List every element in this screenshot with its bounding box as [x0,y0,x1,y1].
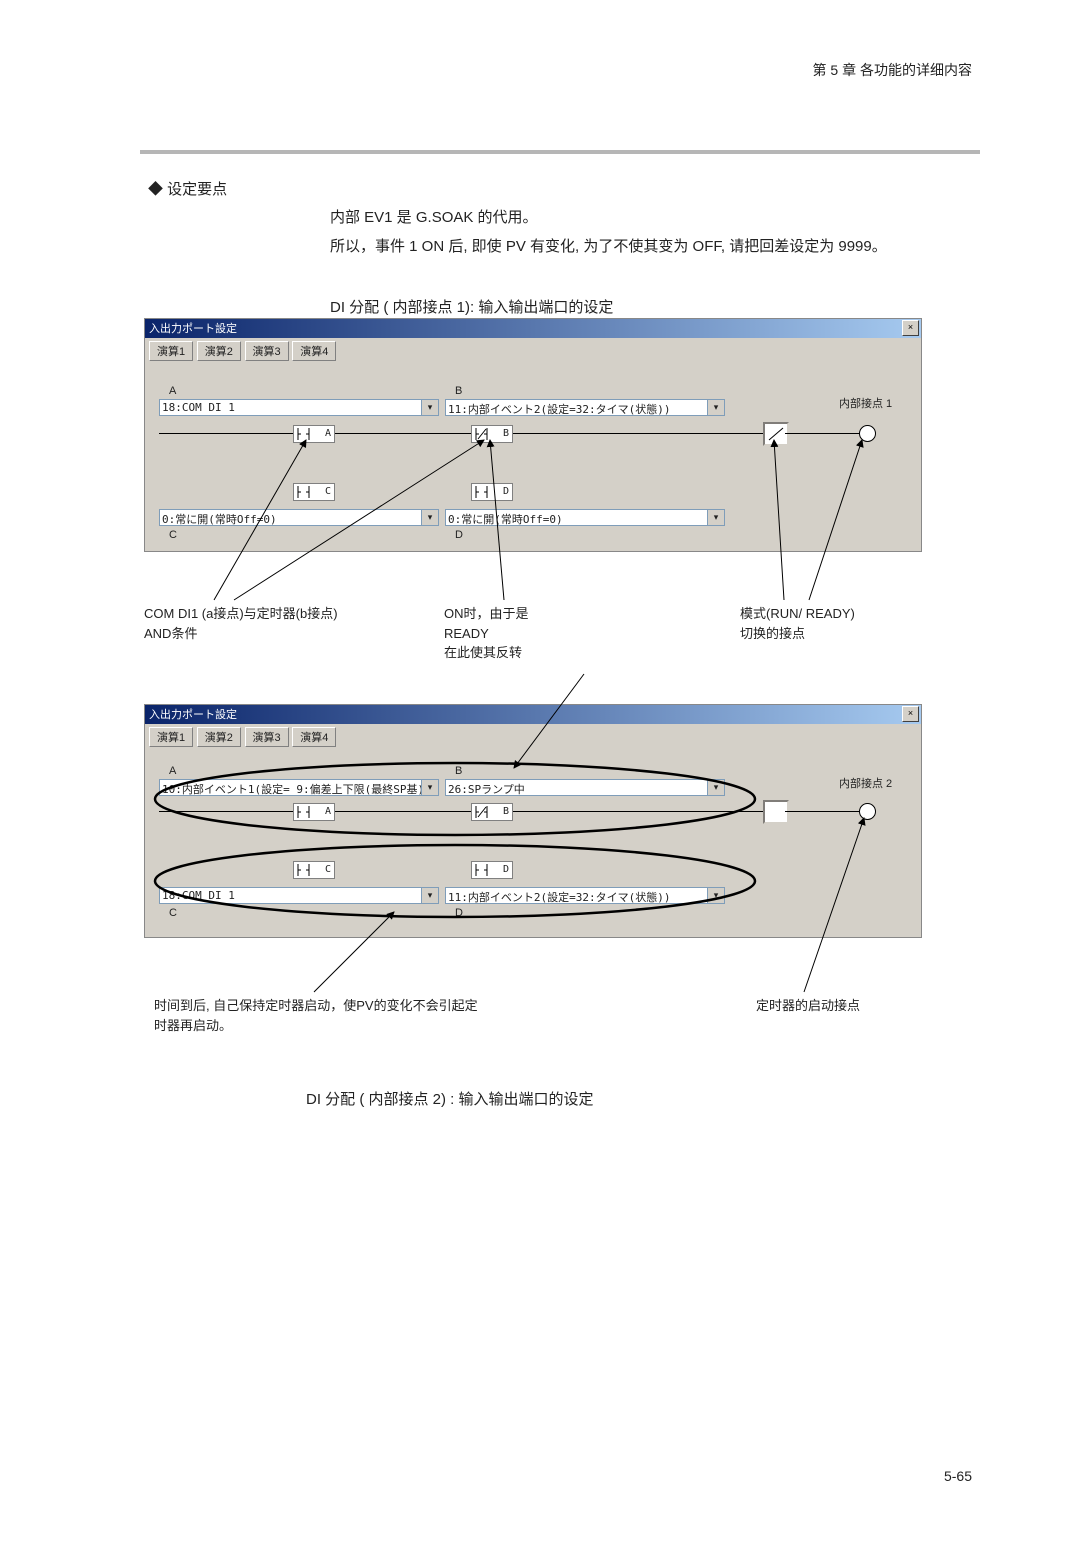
label-a: A [169,385,176,397]
label-c2: C [169,907,177,919]
combo-d2-text: 11:内部イベント2(設定=32:タイマ(状態)) [448,889,670,905]
contact-a2[interactable]: A [293,803,335,821]
window-title: 入出力ポート設定 [149,323,237,335]
label-d: D [455,529,463,541]
combo-d[interactable]: 0:常に開(常時Off=0) ▾ [445,509,725,526]
annotation-a2: ON时，由于是 READY 在此使其反转 [444,604,529,663]
output-label-1: 内部接点 1 [839,395,892,411]
chevron-down-icon[interactable]: ▾ [421,888,438,903]
tab-2[interactable]: 演算2 [197,341,241,361]
window-title-2: 入出力ポート設定 [149,709,237,721]
combo-b[interactable]: 11:内部イベント2(設定=32:タイマ(状態)) ▾ [445,399,725,416]
combo-c2-text: 18:COM DI 1 [162,889,235,902]
close-icon[interactable]: × [902,320,919,336]
close-icon[interactable]: × [902,706,919,722]
contact-d[interactable]: D [471,483,513,501]
section-bullet: 设定要点 [148,178,227,199]
dialog-2: 入出力ポート設定 × 演算1 演算2 演算3 演算4 A B 10:内部イベント… [144,704,922,938]
tab-row: 演算1 演算2 演算3 演算4 [145,338,921,361]
chevron-down-icon[interactable]: ▾ [707,400,724,415]
combo-a2[interactable]: 10:内部イベント1(設定= 9:偏差上下限(最終SP基) ▾ [159,779,439,796]
coil-output-1 [859,425,876,442]
tab-1[interactable]: 演算1 [149,341,193,361]
combo-b-text: 11:内部イベント2(設定=32:タイマ(状態)) [448,401,670,417]
output-label-2: 内部接点 2 [839,775,892,791]
titlebar-2: 入出力ポート設定 × [145,705,921,724]
contact-d2[interactable]: D [471,861,513,879]
tab-2[interactable]: 演算2 [197,727,241,747]
annotation-b2: 定时器的启动接点 [756,996,860,1016]
page-header: 第 5 章 各功能的详细内容 [813,60,972,80]
caption-2: DI 分配 ( 内部接点 2) : 输入输出端口的设定 [306,1086,972,1115]
chevron-down-icon[interactable]: ▾ [707,888,724,903]
combo-c-text: 0:常に開(常時Off=0) [162,511,277,527]
label-c: C [169,529,177,541]
chevron-down-icon[interactable]: ▾ [421,510,438,525]
tab-1[interactable]: 演算1 [149,727,193,747]
label-d2: D [455,907,463,919]
contact-c[interactable]: C [293,483,335,501]
chevron-down-icon[interactable]: ▾ [707,510,724,525]
contact-a[interactable]: A [293,425,335,443]
annotation-a1: COM DI1 (a接点)与定时器(b接点) AND条件 [144,604,338,643]
coil-output-2 [859,803,876,820]
titlebar-1: 入出力ポート設定 × [145,319,921,338]
chevron-down-icon[interactable]: ▾ [421,780,438,795]
inverter-node[interactable] [763,422,789,446]
tab-4[interactable]: 演算4 [292,727,336,747]
label-b: B [455,385,462,397]
combo-b2-text: 26:SPランプ中 [448,781,525,797]
node-2[interactable] [763,800,789,824]
combo-c2[interactable]: 18:COM DI 1 ▾ [159,887,439,904]
combo-c[interactable]: 0:常に開(常時Off=0) ▾ [159,509,439,526]
tab-3[interactable]: 演算3 [245,341,289,361]
label-b2: B [455,765,462,777]
combo-a2-text: 10:内部イベント1(設定= 9:偏差上下限(最終SP基) [162,781,424,797]
combo-b2[interactable]: 26:SPランプ中 ▾ [445,779,725,796]
chevron-down-icon[interactable]: ▾ [421,400,438,415]
contact-c2[interactable]: C [293,861,335,879]
chevron-down-icon[interactable]: ▾ [707,780,724,795]
section-rule [140,150,980,154]
paragraph-1: 内部 EV1 是 G.SOAK 的代用。 所以，事件 1 ON 后, 即使 PV… [330,204,972,261]
tab-4[interactable]: 演算4 [292,341,336,361]
contact-b2[interactable]: B [471,803,513,821]
tab-3[interactable]: 演算3 [245,727,289,747]
annotation-b1: 时间到后, 自己保持定时器启动，使PV的变化不会引起定 时器再启动。 [154,996,478,1035]
combo-d2[interactable]: 11:内部イベント2(設定=32:タイマ(状態)) ▾ [445,887,725,904]
contact-b[interactable]: B [471,425,513,443]
dialog-1: 入出力ポート設定 × 演算1 演算2 演算3 演算4 A B 18:COM DI… [144,318,922,552]
page-number: 5-65 [944,1468,972,1484]
label-a2: A [169,765,176,777]
tab-row-2: 演算1 演算2 演算3 演算4 [145,724,921,747]
annotation-a3: 模式(RUN/ READY) 切换的接点 [740,604,855,643]
combo-a-text: 18:COM DI 1 [162,401,235,414]
combo-d-text: 0:常に開(常時Off=0) [448,511,563,527]
combo-a[interactable]: 18:COM DI 1 ▾ [159,399,439,416]
